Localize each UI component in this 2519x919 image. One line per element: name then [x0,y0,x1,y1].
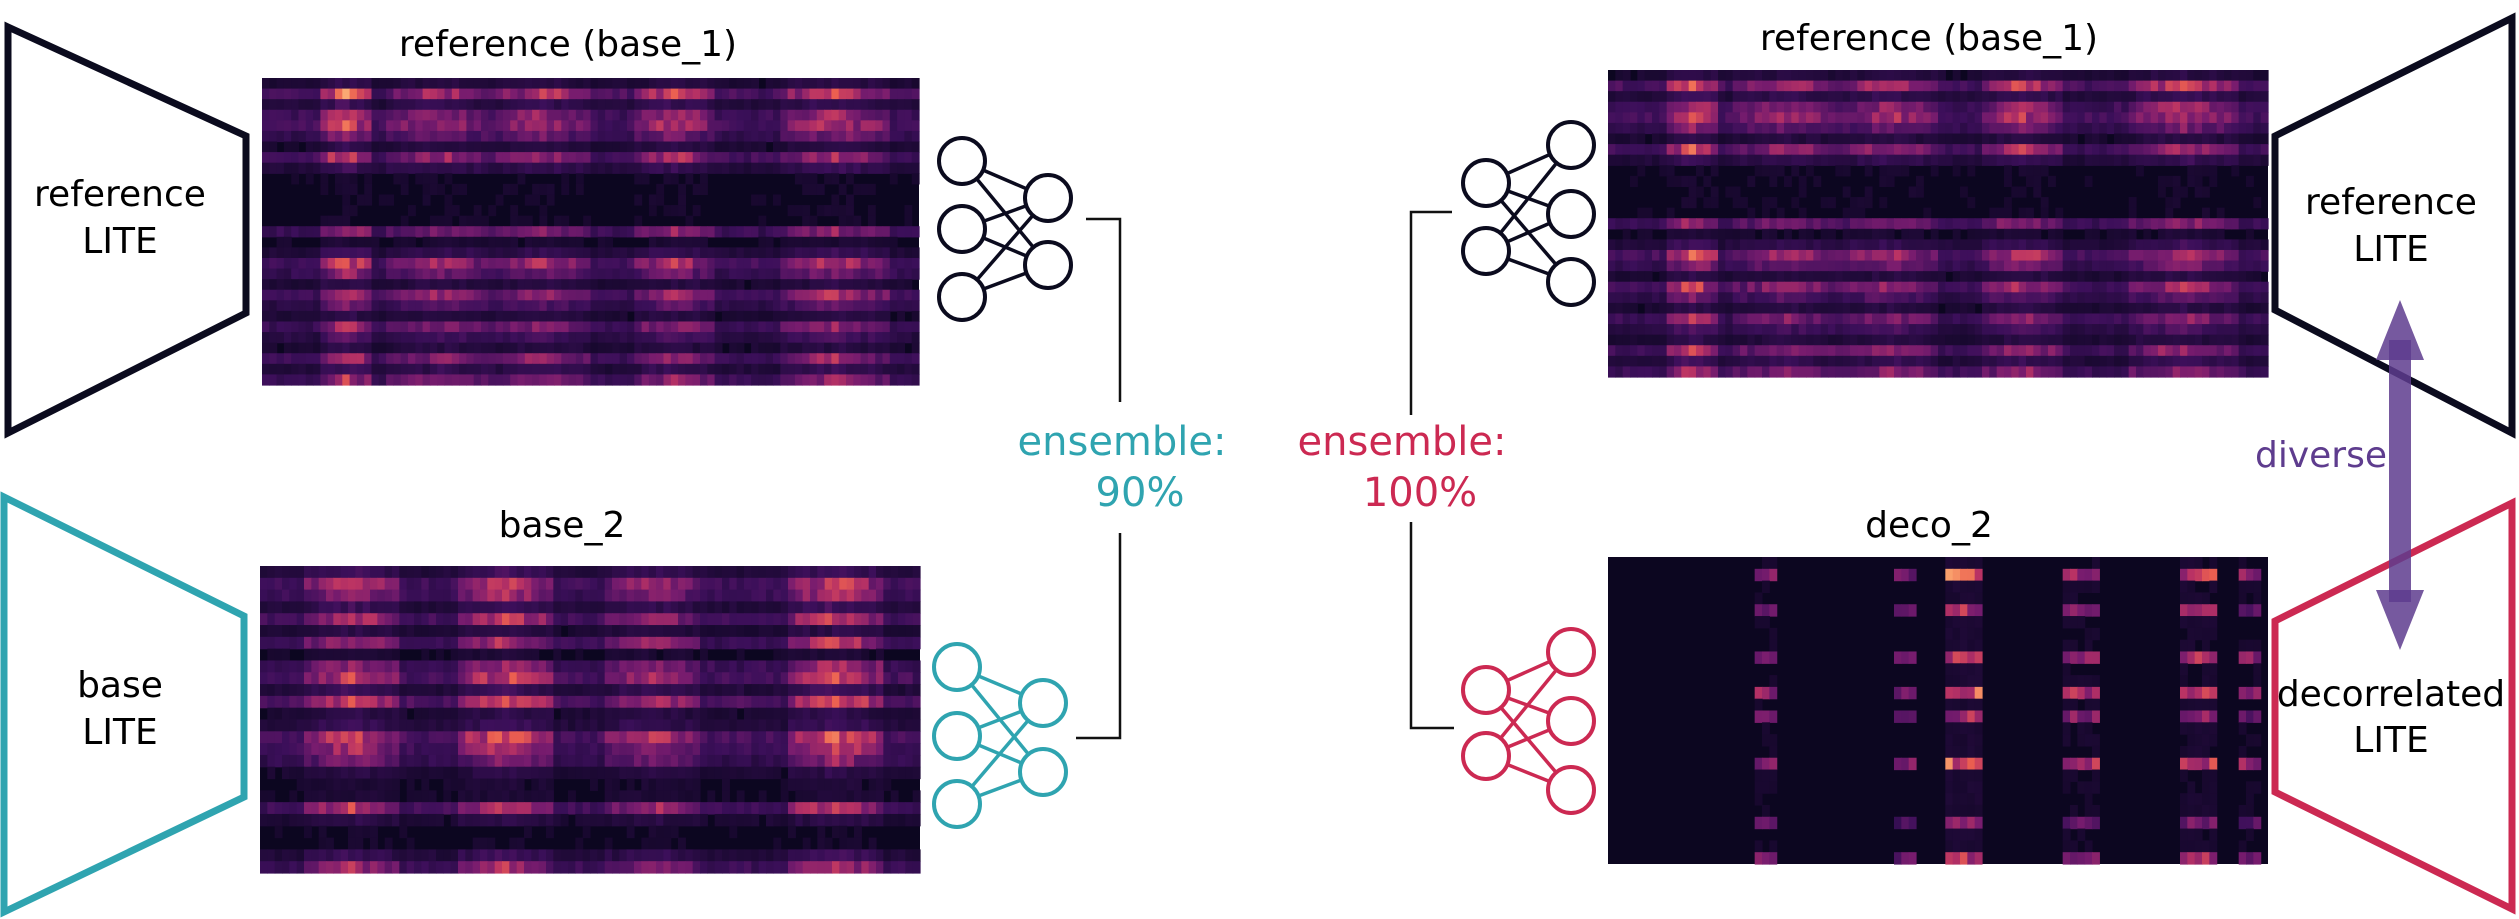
double-headed-arrow-icon [2376,300,2424,650]
encoder-decorrelated-right-label-line2: LITE [2353,720,2428,761]
neural-network-icon [1461,120,1596,307]
heatmap-left-base2 [260,566,921,874]
neural-network-icon [1461,627,1596,815]
ensemble-bracket-right [1409,210,1454,730]
encoder-reference-left [4,21,250,439]
heatmap-right-reference [1608,70,2269,378]
encoder-base-left [0,491,248,918]
encoder-decorrelated-right [2271,497,2516,915]
ensemble-left-value: 90% [1096,470,1185,516]
encoder-reference-left-label-line1: reference [34,174,206,215]
ensemble-right-label: ensemble: [1298,419,1507,465]
encoder-base-left-label-line1: base [77,665,163,706]
encoder-reference-right-label-line1: reference [2305,182,2477,223]
encoder-reference-right [2271,12,2516,439]
heatmap-left-top-title: reference (base_1) [399,24,737,65]
ensemble-right-value: 100% [1363,470,1477,516]
heatmap-right-deco2 [1608,557,2268,865]
heatmap-left-bottom-title: base_2 [499,505,626,546]
heatmap-right-top-title: reference (base_1) [1760,18,2098,59]
ensemble-left-label: ensemble: [1018,419,1227,465]
diverse-label: diverse [2255,435,2387,476]
encoder-base-left-label-line2: LITE [82,712,157,753]
neural-network-icon [932,642,1068,829]
heatmap-left-reference [262,78,920,386]
ensemble-bracket-left [1076,217,1122,740]
heatmap-right-bottom-title: deco_2 [1865,505,1993,546]
neural-network-icon [937,136,1073,322]
encoder-reference-right-label-line2: LITE [2353,229,2428,270]
encoder-decorrelated-right-label-line1: decorrelated [2277,674,2505,715]
encoder-reference-left-label-line2: LITE [82,221,157,262]
